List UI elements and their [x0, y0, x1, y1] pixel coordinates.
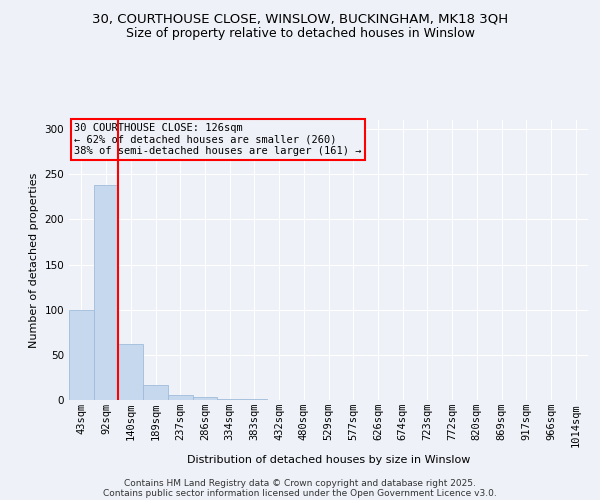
Bar	[118, 344, 143, 400]
Text: 30 COURTHOUSE CLOSE: 126sqm
← 62% of detached houses are smaller (260)
38% of se: 30 COURTHOUSE CLOSE: 126sqm ← 62% of det…	[74, 123, 362, 156]
X-axis label: Distribution of detached houses by size in Winslow: Distribution of detached houses by size …	[187, 455, 470, 465]
Text: Contains HM Land Registry data © Crown copyright and database right 2025.: Contains HM Land Registry data © Crown c…	[124, 478, 476, 488]
Bar	[242, 399, 267, 400]
Bar	[168, 396, 193, 400]
Y-axis label: Number of detached properties: Number of detached properties	[29, 172, 39, 348]
Bar	[94, 185, 118, 400]
Bar	[193, 398, 217, 400]
Bar	[69, 310, 94, 400]
Text: Contains public sector information licensed under the Open Government Licence v3: Contains public sector information licen…	[103, 488, 497, 498]
Text: Size of property relative to detached houses in Winslow: Size of property relative to detached ho…	[125, 28, 475, 40]
Bar	[143, 384, 168, 400]
Text: 30, COURTHOUSE CLOSE, WINSLOW, BUCKINGHAM, MK18 3QH: 30, COURTHOUSE CLOSE, WINSLOW, BUCKINGHA…	[92, 12, 508, 26]
Bar	[217, 399, 242, 400]
